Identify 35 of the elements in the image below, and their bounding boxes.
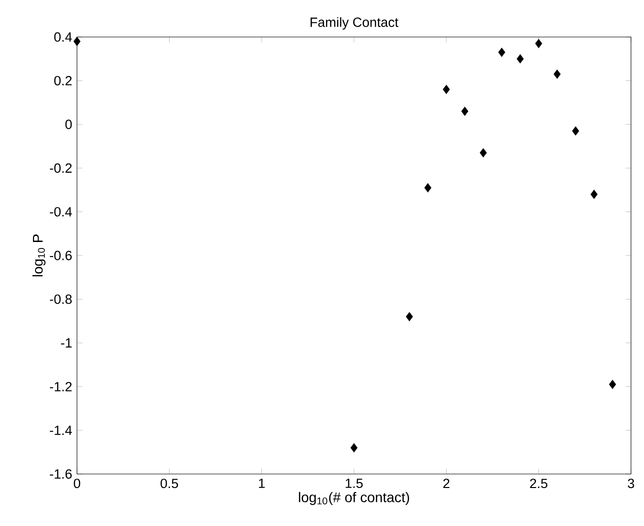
x-axis-title: log$_{10}$(# of contact)	[298, 492, 410, 506]
y-tick-label: -1.6	[50, 469, 72, 479]
point	[609, 380, 616, 389]
x-tick-label: 1	[258, 478, 265, 488]
y-tick-label: -1.4	[50, 426, 72, 435]
x-tick-label: 0	[74, 478, 80, 488]
chart-title: Family Contact	[310, 17, 398, 30]
x-tick-label: 3	[628, 478, 634, 488]
y-tick-label: -1.2	[50, 382, 72, 392]
y-tick-label: 0.2	[54, 76, 72, 86]
y-tick-label: -1	[61, 338, 72, 348]
y-tick-label: 0	[65, 120, 72, 130]
x-tick-label: 2.5	[530, 478, 548, 488]
point	[480, 148, 487, 158]
x-tick-label: 1.5	[346, 478, 363, 488]
y-tick-label: -0.6	[50, 250, 72, 260]
point	[461, 106, 468, 116]
point	[424, 183, 432, 192]
x-tick-label: 0.5	[160, 478, 178, 488]
point	[498, 48, 506, 57]
point	[74, 36, 80, 46]
point	[516, 54, 524, 64]
point	[350, 443, 358, 452]
y-tick-label: -0.2	[50, 163, 72, 173]
x-tick-label: 2	[443, 478, 450, 488]
point	[535, 39, 542, 48]
point	[406, 312, 413, 322]
y-axis-title: log$_{10}$ P	[32, 234, 46, 276]
point	[590, 190, 598, 199]
y-tick-label: -0.8	[50, 294, 72, 304]
y-tick-label: -0.4	[50, 207, 72, 217]
point	[554, 70, 561, 79]
point	[442, 84, 450, 94]
point	[572, 126, 580, 136]
y-tick-label: 0.4	[54, 32, 72, 42]
